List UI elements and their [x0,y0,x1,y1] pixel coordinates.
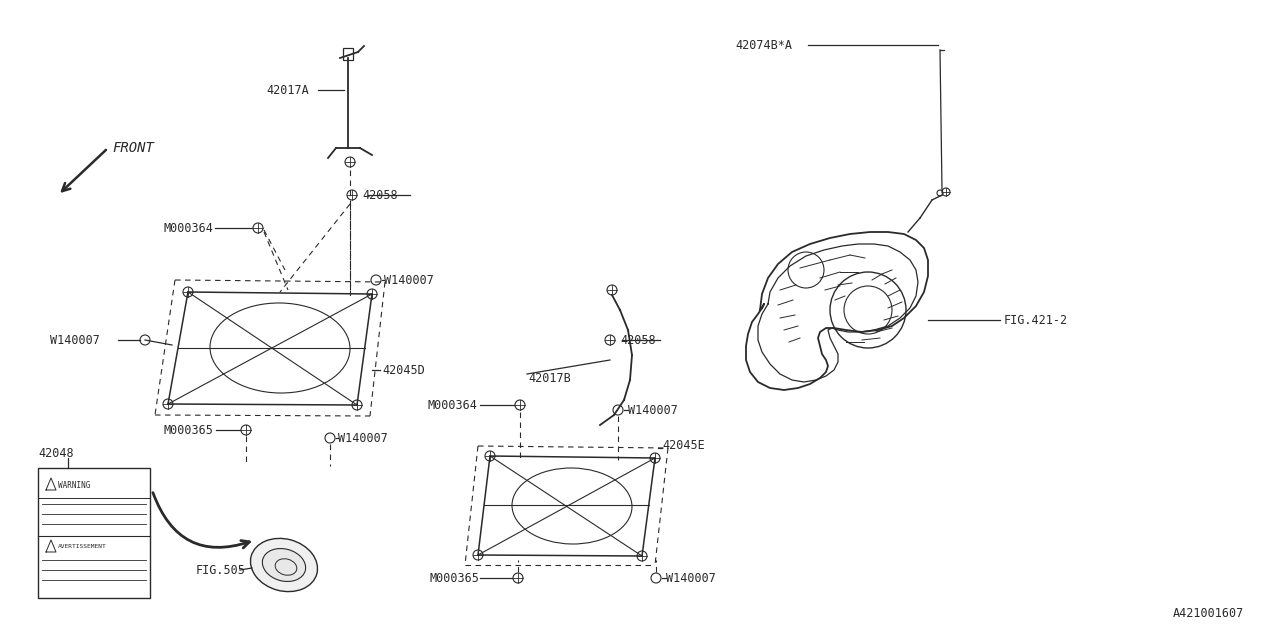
Text: 42074B*A: 42074B*A [735,38,792,51]
Text: WARNING: WARNING [58,481,91,490]
Text: M000364: M000364 [428,399,477,412]
Text: M000364: M000364 [164,221,214,234]
Text: M000365: M000365 [430,572,480,584]
Bar [343,48,353,60]
Text: 42045E: 42045E [662,438,705,451]
Text: W140007: W140007 [628,403,678,417]
Bar [38,468,150,598]
Text: AVERTISSEMENT: AVERTISSEMENT [58,545,106,550]
Text: W140007: W140007 [338,431,388,445]
Text: 42048: 42048 [38,447,74,460]
Text: 42058: 42058 [620,333,655,346]
Text: M000365: M000365 [164,424,214,436]
Text: FRONT: FRONT [113,141,154,155]
Text: W140007: W140007 [50,333,100,346]
Ellipse shape [251,538,317,591]
Text: 42058: 42058 [362,189,398,202]
Text: FIG.421-2: FIG.421-2 [1004,314,1068,326]
Text: 42017B: 42017B [529,371,571,385]
Text: FIG.505: FIG.505 [196,563,246,577]
Text: W140007: W140007 [666,572,716,584]
Ellipse shape [262,548,306,582]
Text: W140007: W140007 [384,273,434,287]
Text: A421001607: A421001607 [1172,607,1244,620]
Text: 42017A: 42017A [266,83,308,97]
Text: 42045D: 42045D [381,364,425,376]
